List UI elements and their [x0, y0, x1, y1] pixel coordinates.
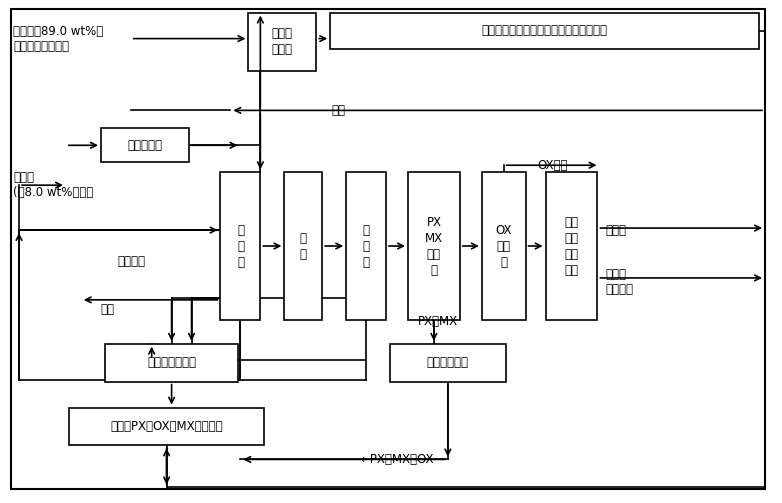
Bar	[69, 407, 264, 446]
Text: 异构化反应器: 异构化反应器	[427, 356, 469, 369]
Text: 粗甲醇（89.0 wt%）
（煤合成气制得）: 粗甲醇（89.0 wt%） （煤合成气制得）	[13, 25, 103, 53]
Text: ←PX＋MX＋OX: ←PX＋MX＋OX	[360, 453, 433, 466]
Bar	[546, 172, 597, 320]
Bar	[482, 172, 526, 320]
Text: 苯
塔: 苯 塔	[300, 231, 307, 261]
Text: 甲苯＋PX＋OX＋MX＋三甲苯: 甲苯＋PX＋OX＋MX＋三甲苯	[110, 420, 223, 433]
Text: 酸洗、加氢: 酸洗、加氢	[127, 139, 162, 152]
Bar	[249, 13, 316, 70]
Text: 烷基转移反应器: 烷基转移反应器	[147, 356, 196, 369]
Text: 苯＋甲苯＋混合二甲苯＋三甲苯＋重组份: 苯＋甲苯＋混合二甲苯＋三甲苯＋重组份	[482, 24, 608, 37]
Bar	[221, 172, 260, 320]
Bar	[101, 128, 188, 162]
Bar	[105, 344, 239, 382]
Bar	[408, 172, 460, 320]
Bar	[330, 13, 759, 49]
Bar	[390, 344, 506, 382]
Bar	[285, 172, 322, 320]
Text: 甲
苯
塔: 甲 苯 塔	[363, 223, 370, 269]
Text: 循环: 循环	[101, 303, 115, 316]
Bar	[346, 172, 386, 320]
Text: 重组份
液体燃料: 重组份 液体燃料	[605, 268, 633, 296]
Text: PX
MX
精馏
塔: PX MX 精馏 塔	[425, 215, 443, 277]
Text: 精馏: 精馏	[331, 104, 345, 117]
Text: 轻烃燃料: 轻烃燃料	[117, 256, 145, 269]
Text: OX
精馏
塔: OX 精馏 塔	[496, 223, 512, 269]
Text: PX＋MX: PX＋MX	[418, 315, 458, 328]
Text: 烷基化
反应器: 烷基化 反应器	[272, 27, 292, 56]
Text: 三甲
苯和
重组
分塔: 三甲 苯和 重组 分塔	[565, 215, 579, 277]
Text: 气
提
塔: 气 提 塔	[237, 223, 244, 269]
Text: 三甲苯: 三甲苯	[605, 223, 626, 236]
Text: OX产品: OX产品	[537, 159, 568, 172]
Text: 焦化苯
(含8.0 wt%甲苯）: 焦化苯 (含8.0 wt%甲苯）	[13, 171, 93, 199]
